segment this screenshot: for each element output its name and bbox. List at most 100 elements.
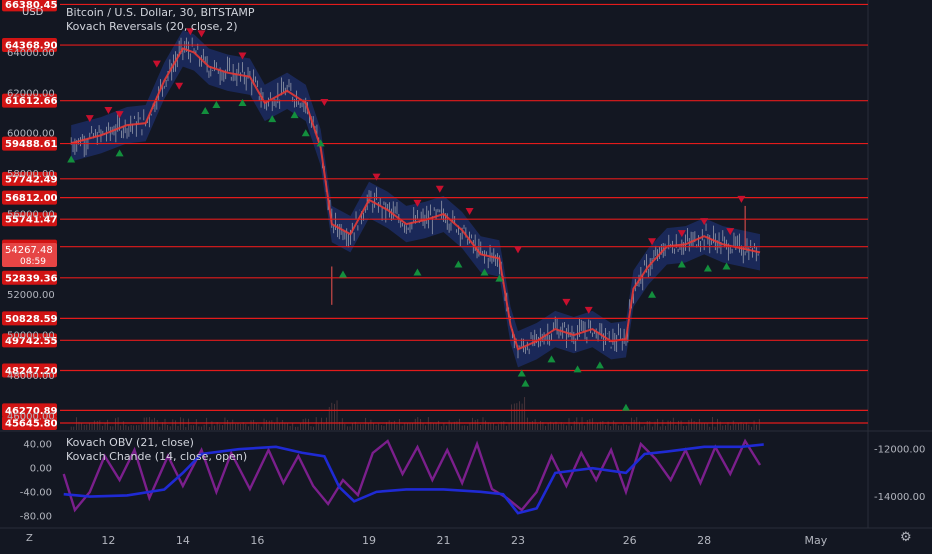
- lower-left-tick: -80.00: [20, 512, 52, 523]
- zoom-button[interactable]: Z: [26, 533, 33, 544]
- down-reversal-marker: [700, 218, 709, 226]
- up-reversal-marker: [413, 268, 422, 276]
- level-label: 48247.20: [5, 366, 58, 377]
- down-reversal-marker: [562, 298, 571, 306]
- up-reversal-marker: [621, 403, 630, 411]
- x-tick-label: 16: [250, 534, 264, 547]
- level-label: 50828.59: [5, 314, 58, 325]
- down-reversal-marker: [372, 173, 381, 181]
- level-tag: [2, 38, 57, 53]
- y-tick-label: 62000.00: [7, 88, 55, 99]
- down-reversal-marker: [737, 195, 746, 203]
- y-tick-label: 48000.00: [7, 371, 55, 382]
- y-tick-label: 50000.00: [7, 331, 55, 342]
- level-tag: [2, 190, 57, 205]
- level-tag: [2, 311, 57, 326]
- main-indicator-legend[interactable]: Kovach Reversals (20, close, 2): [66, 20, 238, 33]
- level-label: 46270.89: [5, 406, 58, 417]
- current-price-label: 54267.48: [5, 245, 53, 256]
- up-reversal-marker: [547, 355, 556, 363]
- symbol-title[interactable]: Bitcoin / U.S. Dollar, 30, BITSTAMP: [66, 6, 255, 19]
- level-tag: [2, 363, 57, 378]
- level-label: 56812.00: [5, 193, 58, 204]
- level-tag: [2, 93, 57, 108]
- down-reversal-marker: [238, 52, 247, 60]
- up-reversal-marker: [301, 129, 310, 137]
- down-reversal-marker: [175, 82, 184, 90]
- level-tag: [2, 270, 57, 285]
- current-price-tag: [2, 242, 57, 267]
- x-tick-label: 14: [176, 534, 190, 547]
- down-reversal-marker: [677, 230, 686, 238]
- volatility-band: [71, 30, 761, 368]
- up-reversal-marker: [517, 369, 526, 377]
- level-label: 45645.80: [5, 419, 58, 430]
- lower-left-tick: -40.00: [20, 488, 52, 499]
- up-reversal-marker: [573, 365, 582, 373]
- y-tick-label: 52000.00: [7, 290, 55, 301]
- countdown-label: 08:59: [20, 257, 46, 267]
- up-reversal-marker: [238, 98, 247, 106]
- x-tick-label: 21: [437, 534, 451, 547]
- up-reversal-marker: [454, 260, 463, 268]
- x-tick-label: 19: [362, 534, 376, 547]
- up-reversal-marker: [338, 270, 347, 278]
- down-reversal-marker: [584, 306, 593, 314]
- y-tick-label: 64000.00: [7, 48, 55, 59]
- up-reversal-marker: [268, 115, 277, 123]
- up-reversal-marker: [677, 260, 686, 268]
- reversal-midline: [70, 47, 761, 351]
- level-label: 66380.45: [5, 0, 58, 11]
- down-reversal-marker: [513, 246, 522, 254]
- up-reversal-marker: [290, 111, 299, 119]
- down-reversal-marker: [648, 238, 657, 246]
- obv-indicator-legend[interactable]: Kovach OBV (21, close): [66, 436, 194, 449]
- down-reversal-marker: [104, 107, 113, 115]
- level-tag: [2, 403, 57, 418]
- lower-left-tick: 0.00: [30, 464, 52, 475]
- down-reversal-marker: [197, 30, 206, 38]
- x-tick-label: May: [804, 534, 827, 547]
- down-reversal-marker: [115, 111, 124, 119]
- level-tag: [2, 136, 57, 151]
- level-label: 64368.90: [5, 41, 58, 52]
- x-tick-label: 26: [623, 534, 637, 547]
- level-label: 52839.36: [5, 273, 58, 284]
- level-label: 59488.61: [5, 139, 58, 150]
- lower-right-tick: -14000.00: [874, 492, 925, 503]
- up-reversal-marker: [480, 268, 489, 276]
- x-tick-label: 23: [511, 534, 525, 547]
- down-reversal-marker: [726, 228, 735, 236]
- up-reversal-marker: [521, 379, 530, 387]
- x-tick-label: 28: [697, 534, 711, 547]
- y-tick-label: 56000.00: [7, 209, 55, 220]
- down-reversal-marker: [85, 115, 94, 123]
- down-reversal-marker: [435, 185, 444, 193]
- up-reversal-marker: [648, 290, 657, 298]
- currency-label: USD: [22, 7, 44, 18]
- settings-icon[interactable]: ⚙: [900, 530, 912, 545]
- up-reversal-marker: [595, 361, 604, 369]
- y-tick-label: 60000.00: [7, 129, 55, 140]
- down-reversal-marker: [465, 207, 474, 215]
- up-reversal-marker: [703, 264, 712, 272]
- chande-indicator-legend[interactable]: Kovach Chande (14, close, open): [66, 450, 248, 463]
- x-tick-label: 12: [101, 534, 115, 547]
- up-reversal-marker: [115, 149, 124, 157]
- down-reversal-marker: [320, 98, 329, 106]
- level-label: 57742.49: [5, 174, 58, 185]
- up-reversal-marker: [201, 107, 210, 115]
- up-reversal-marker: [316, 139, 325, 147]
- level-label: 61612.66: [5, 96, 58, 107]
- level-label: 49742.55: [5, 336, 58, 347]
- y-tick-label: 58000.00: [7, 169, 55, 180]
- y-tick-label: 46000.00: [7, 411, 55, 422]
- level-tag: [2, 333, 57, 348]
- level-tag: [2, 0, 57, 12]
- level-tag: [2, 171, 57, 186]
- lower-left-tick: 40.00: [23, 440, 52, 451]
- lower-right-tick: -12000.00: [874, 445, 925, 456]
- up-reversal-marker: [495, 274, 504, 282]
